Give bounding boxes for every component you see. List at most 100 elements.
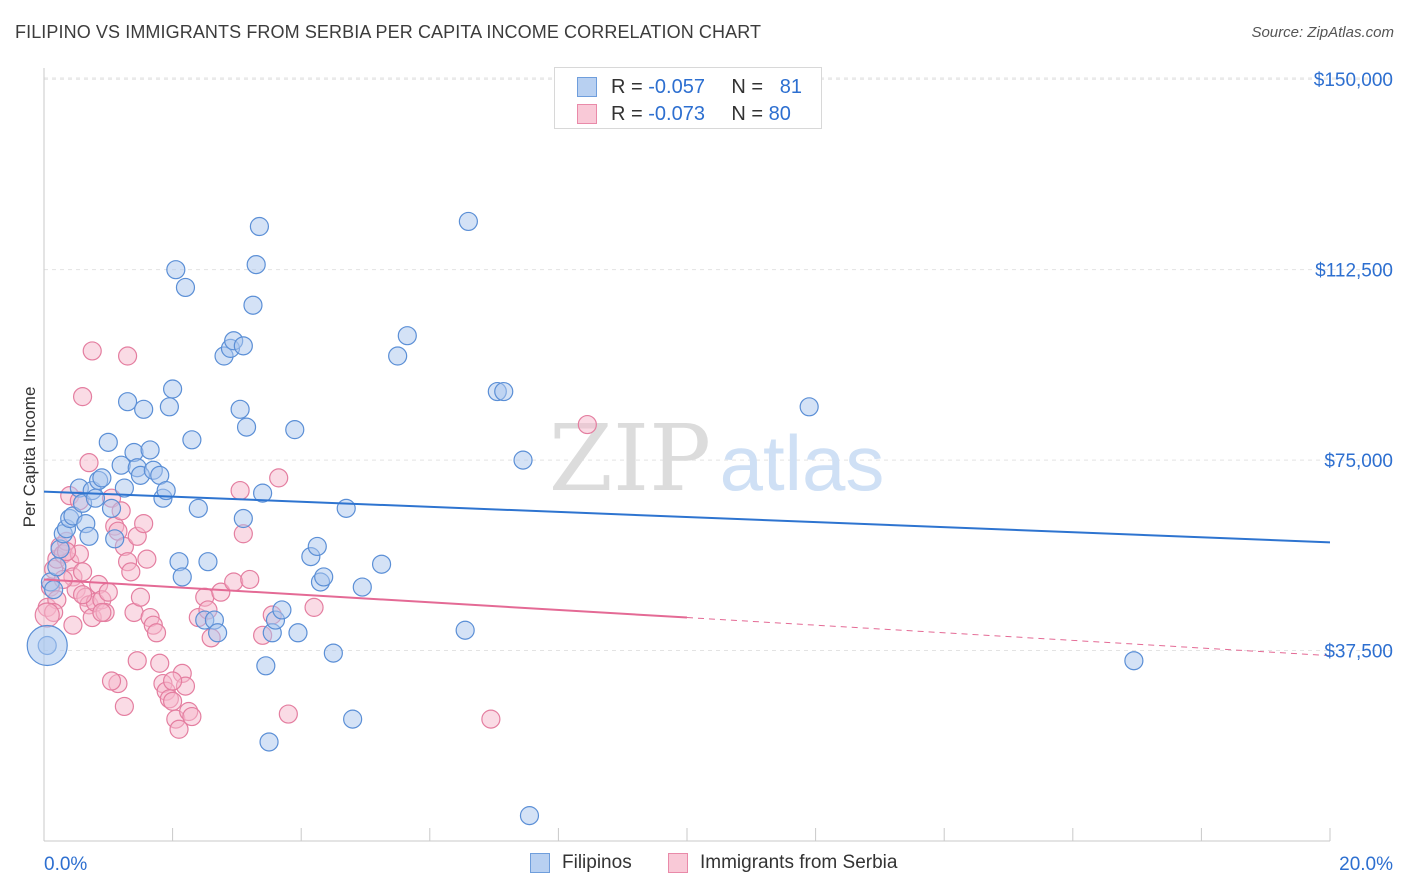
point-serbia (121, 562, 141, 582)
point-filipinos (134, 399, 154, 419)
point-filipinos (249, 216, 270, 237)
legend-row-filipinos: R = -0.057 N = 81 (577, 75, 802, 99)
point-filipinos (172, 567, 192, 587)
point-filipinos (1124, 651, 1144, 671)
point-filipinos (494, 381, 514, 402)
point-filipinos (236, 417, 257, 437)
series-filipinos-points (26, 211, 1144, 826)
legend-row-serbia: R = -0.073 N = 80 (577, 102, 791, 126)
point-filipinos (233, 336, 253, 356)
point-filipinos (182, 430, 202, 450)
point-filipinos (26, 624, 68, 667)
point-filipinos (198, 552, 218, 572)
point-serbia (211, 582, 231, 602)
point-filipinos (230, 399, 250, 419)
legend-item-filipinos: Filipinos (530, 852, 632, 874)
point-filipinos (101, 498, 122, 518)
trend-line-filipinos (43, 490, 1331, 544)
point-filipinos (285, 420, 305, 440)
point-serbia (34, 602, 60, 628)
point-serbia (230, 480, 250, 501)
point-filipinos (159, 397, 179, 417)
point-serbia (224, 572, 244, 592)
axes (43, 68, 1331, 842)
point-serbia (72, 562, 93, 582)
point-serbia (117, 346, 138, 366)
legend-item-serbia: Immigrants from Serbia (668, 852, 897, 874)
point-filipinos (343, 709, 363, 729)
point-filipinos (513, 450, 533, 470)
point-serbia (92, 602, 112, 623)
point-serbia (101, 671, 122, 691)
point-filipinos (455, 620, 475, 640)
point-filipinos (288, 623, 308, 643)
point-serbia (79, 453, 99, 473)
point-serbia (137, 549, 157, 569)
legend-swatch-blue (577, 77, 597, 97)
point-filipinos (799, 397, 819, 417)
legend-label-filipinos: Filipinos (562, 852, 632, 873)
point-filipinos (188, 498, 208, 518)
point-filipinos (233, 508, 253, 529)
point-serbia (127, 651, 147, 671)
point-serbia (577, 414, 597, 435)
point-serbia (163, 671, 183, 691)
point-filipinos (272, 600, 292, 620)
point-serbia (182, 706, 202, 727)
point-filipinos (458, 211, 478, 232)
point-filipinos (253, 483, 273, 503)
point-filipinos (163, 379, 183, 399)
y-tick-label: $37,500 (1324, 642, 1393, 663)
trend-line-serbia-extrapolated (686, 617, 1331, 657)
trend-lines (43, 490, 1331, 657)
point-filipinos (166, 260, 186, 280)
x-tick-label-left: 0.0% (44, 854, 87, 875)
point-serbia (240, 569, 260, 590)
point-filipinos (92, 468, 112, 488)
point-serbia (481, 709, 501, 729)
point-serbia (163, 691, 183, 711)
y-tick-label: $75,000 (1324, 451, 1393, 472)
watermark-zip: ZIP (549, 405, 711, 512)
point-serbia (72, 585, 93, 605)
y-tick-label: $150,000 (1314, 70, 1393, 91)
legend-n-label: N = (731, 102, 764, 125)
correlation-legend: R = -0.057 N = 81 R = -0.073 N = 80 (554, 67, 822, 129)
point-filipinos (352, 577, 372, 597)
point-filipinos (79, 526, 99, 546)
x-tick-label-right: 20.0% (1339, 854, 1393, 875)
watermark-atlas: atlas (720, 419, 885, 507)
legend-n-label: N = (731, 75, 764, 98)
point-serbia (146, 623, 167, 643)
legend-n-value: 80 (768, 102, 791, 125)
point-serbia (63, 615, 83, 635)
point-filipinos (323, 643, 343, 663)
point-filipinos (156, 480, 176, 501)
point-filipinos (259, 732, 279, 752)
point-serbia (98, 582, 118, 602)
point-serbia (150, 653, 170, 673)
watermark: ZIP atlas (549, 405, 884, 512)
point-serbia (169, 719, 189, 739)
legend-swatch-pink (577, 104, 597, 124)
legend-swatch-pink (668, 853, 688, 873)
trend-line-serbia (43, 578, 688, 619)
legend-r-label: R = (611, 102, 643, 125)
point-filipinos (44, 580, 64, 600)
legend-swatch-blue (530, 853, 550, 873)
point-filipinos (256, 656, 276, 676)
grid (44, 77, 1395, 652)
point-filipinos (140, 440, 160, 460)
point-serbia (114, 696, 134, 717)
legend-r-label: R = (611, 75, 643, 98)
point-serbia (82, 341, 102, 361)
legend-r-value: -0.073 (648, 102, 705, 125)
point-filipinos (314, 567, 334, 587)
point-serbia (278, 704, 298, 724)
point-filipinos (98, 432, 118, 452)
point-filipinos (388, 346, 408, 366)
point-serbia (304, 597, 324, 617)
chart-title: FILIPINO VS IMMIGRANTS FROM SERBIA PER C… (15, 22, 762, 42)
legend-label-serbia: Immigrants from Serbia (700, 852, 898, 873)
